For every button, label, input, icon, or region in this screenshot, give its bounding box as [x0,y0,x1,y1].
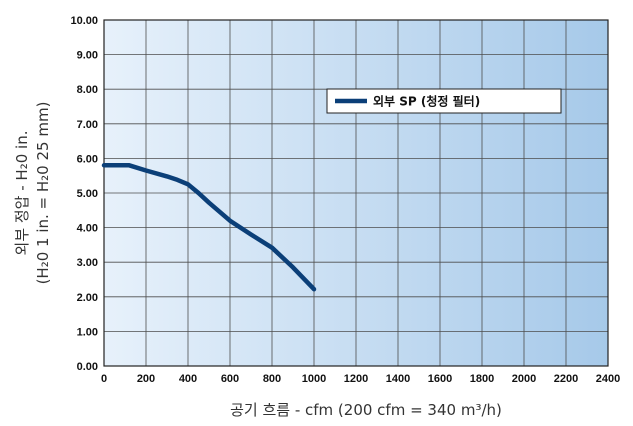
x-tick-label: 1000 [302,373,326,385]
x-tick-label: 1600 [428,373,452,385]
x-axis-label: 공기 흐름 - cfm (200 cfm = 340 m³/h) [230,401,502,419]
y-tick-label: 10.00 [70,15,98,27]
y-tick-label: 6.00 [77,153,98,165]
y-tick-label: 0.00 [77,361,98,373]
y-tick-label: 8.00 [77,84,98,96]
y-tick-label: 1.00 [77,326,98,338]
legend: 외부 SP (청정 필터) [326,88,562,114]
series-line-external-sp [101,163,317,292]
x-tick-label: 200 [137,373,155,385]
y-axis-ticks: 0.00 1.00 2.00 3.00 4.00 5.00 6.00 7.00 8.00 9.00… [70,15,98,373]
y-axis-label-line1: 외부 정압 - H₂0 in. [13,131,31,256]
y-tick-label: 2.00 [77,292,98,304]
x-tick-label: 2200 [554,373,578,385]
y-axis-label-line2: (H₂0 1 in. = H₂0 25 mm) [34,102,52,285]
x-tick-label: 1200 [344,373,368,385]
x-tick-label: 400 [179,373,197,385]
x-tick-label: 1800 [470,373,494,385]
x-axis-ticks: 0 200 400 600 800 1000 1200 1400 1600 1800 2000 220… [101,373,620,385]
x-tick-label: 2000 [512,373,536,385]
plot-area-border [103,19,609,367]
x-tick-label: 0 [101,373,107,385]
y-tick-label: 4.00 [77,223,98,235]
y-tick-label: 7.00 [77,119,98,131]
x-tick-label: 1400 [386,373,410,385]
y-tick-label: 3.00 [77,257,98,269]
y-tick-label: 5.00 [77,188,98,200]
x-tick-label: 800 [263,373,281,385]
x-tick-label: 600 [221,373,239,385]
y-tick-label: 9.00 [77,50,98,62]
legend-label: 외부 SP (청정 필터) [373,94,480,109]
x-tick-label: 2400 [596,373,620,385]
